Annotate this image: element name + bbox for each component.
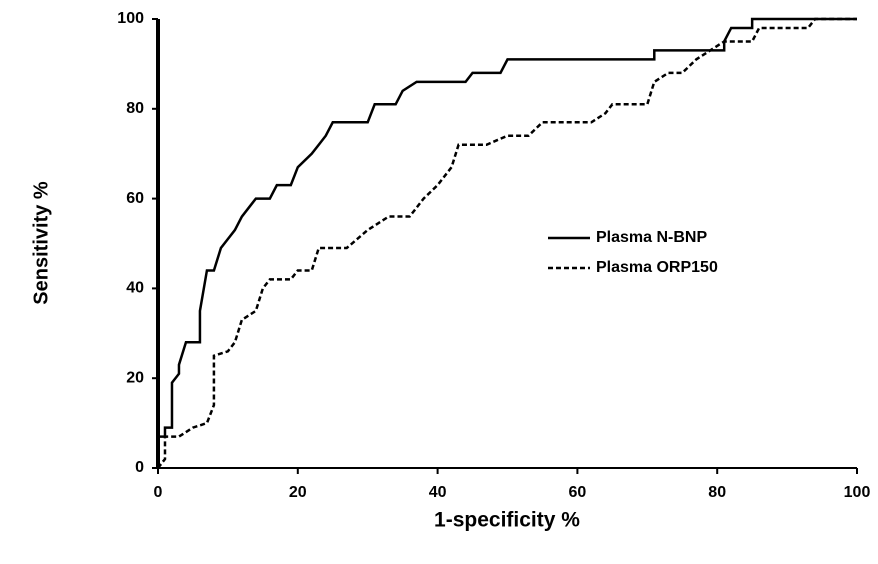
y-tick-label: 40 — [126, 280, 144, 297]
x-tick-label: 100 — [844, 484, 871, 501]
x-axis-title: 1-specificity % — [434, 509, 580, 532]
legend-label: Plasma N-BNP — [596, 229, 707, 246]
x-tick-label: 40 — [429, 484, 447, 501]
y-tick-label: 20 — [126, 369, 144, 386]
x-tick-label: 20 — [289, 484, 307, 501]
series-line — [157, 17, 857, 469]
y-tick-label: 100 — [117, 10, 144, 27]
x-tick-label: 0 — [154, 484, 163, 501]
y-axis-title: Sensitivity % — [30, 181, 52, 305]
x-tick-label: 80 — [708, 484, 726, 501]
y-tick-label: 60 — [126, 190, 144, 207]
y-tick-label: 80 — [126, 100, 144, 117]
series-line — [156, 17, 857, 468]
y-tick-label: 0 — [135, 459, 144, 476]
x-tick-label: 60 — [569, 484, 587, 501]
legend-label: Plasma ORP150 — [596, 259, 718, 276]
